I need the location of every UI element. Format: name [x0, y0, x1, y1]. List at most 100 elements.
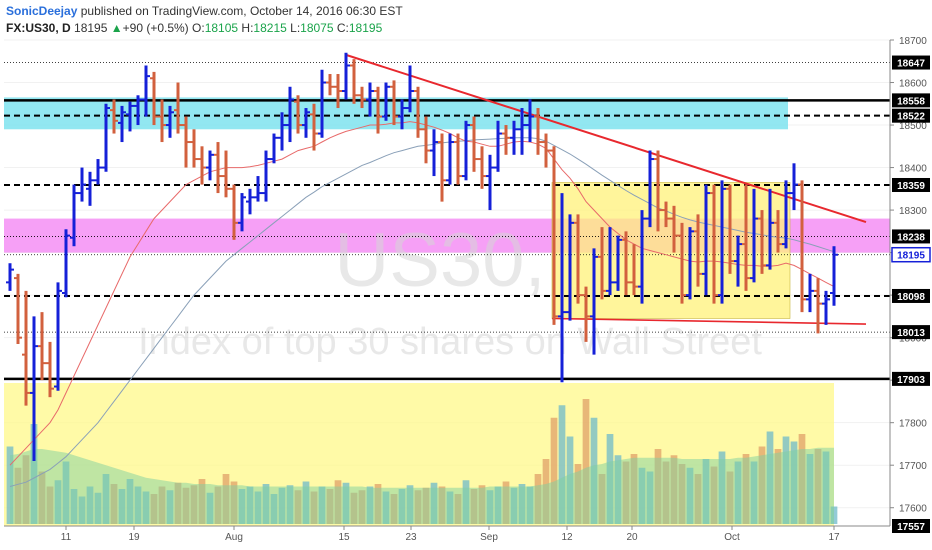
ohlc-bar[interactable] — [126, 101, 134, 132]
ohlc-bar[interactable] — [22, 290, 30, 406]
ohlc-bar[interactable] — [190, 129, 198, 168]
ohlc-bar[interactable] — [382, 82, 390, 121]
ohlc-bar[interactable] — [350, 59, 358, 104]
ohlc-bar[interactable] — [310, 103, 318, 151]
ohlc-bar[interactable] — [110, 99, 118, 134]
ohlc-bar[interactable] — [446, 133, 454, 185]
ohlc-bar[interactable] — [206, 150, 214, 181]
ohlc-bar[interactable] — [286, 86, 294, 143]
ohlc-bar[interactable] — [486, 154, 494, 211]
ohlc-bar[interactable] — [238, 193, 246, 232]
ohlc-bar[interactable] — [710, 184, 718, 304]
ohlc-bar[interactable] — [454, 133, 462, 185]
ohlc-bar[interactable] — [566, 214, 574, 321]
ohlc-bar[interactable] — [278, 112, 286, 151]
ohlc-bar[interactable] — [798, 180, 806, 313]
ohlc-bar[interactable] — [142, 65, 150, 117]
ohlc-bar[interactable] — [262, 150, 270, 202]
ohlc-bar[interactable] — [526, 99, 534, 143]
symbol-label[interactable]: FX:US30, D — [6, 21, 71, 35]
ohlc-bar[interactable] — [574, 214, 582, 304]
ohlc-bar[interactable] — [94, 159, 102, 185]
ohlc-bar[interactable] — [374, 86, 382, 134]
ohlc-bar[interactable] — [150, 71, 158, 126]
ohlc-bar[interactable] — [462, 120, 470, 181]
ohlc-bar[interactable] — [254, 176, 262, 202]
ohlc-bar[interactable] — [702, 184, 710, 296]
ohlc-bar[interactable] — [326, 74, 334, 96]
ohlc-bar[interactable] — [534, 108, 542, 155]
ohlc-bar[interactable] — [318, 69, 326, 138]
ohlc-bar[interactable] — [606, 227, 614, 296]
ohlc-bar[interactable] — [214, 142, 222, 194]
ohlc-bar[interactable] — [558, 193, 566, 383]
ohlc-bar[interactable] — [430, 129, 438, 177]
ohlc-bar[interactable] — [102, 103, 110, 172]
ohlc-bar[interactable] — [478, 146, 486, 189]
ohlc-bar[interactable] — [718, 180, 726, 304]
ohlc-bar[interactable] — [502, 125, 510, 155]
ohlc-bar[interactable] — [118, 105, 126, 143]
ohlc-bar[interactable] — [638, 210, 646, 304]
ohlc-bar[interactable] — [646, 150, 654, 228]
ohlc-bar[interactable] — [678, 222, 686, 304]
ohlc-bar[interactable] — [782, 180, 790, 249]
ohlc-bar[interactable] — [614, 235, 622, 291]
ohlc-bar[interactable] — [158, 99, 166, 143]
ohlc-bar[interactable] — [46, 341, 54, 398]
ohlc-bar[interactable] — [582, 286, 590, 342]
ohlc-bar[interactable] — [654, 150, 662, 232]
ohlc-bar[interactable] — [366, 82, 374, 117]
ohlc-bar[interactable] — [30, 316, 38, 461]
ohlc-bar[interactable] — [790, 163, 798, 211]
ohlc-bar[interactable] — [726, 184, 734, 274]
ohlc-bar[interactable] — [6, 263, 14, 291]
ohlc-bar[interactable] — [494, 120, 502, 172]
ohlc-bar[interactable] — [398, 99, 406, 130]
ohlc-bar[interactable] — [542, 133, 550, 168]
ohlc-bar[interactable] — [294, 95, 302, 134]
ohlc-bar[interactable] — [334, 74, 342, 109]
ohlc-bar[interactable] — [70, 184, 78, 247]
ohlc-bar[interactable] — [822, 290, 830, 325]
ohlc-bar[interactable] — [14, 273, 22, 345]
ohlc-bar[interactable] — [230, 184, 238, 240]
ohlc-bar[interactable] — [182, 116, 190, 168]
ohlc-bar[interactable] — [630, 244, 638, 296]
ohlc-bar[interactable] — [598, 227, 606, 300]
ohlc-bar[interactable] — [86, 171, 94, 206]
ohlc-bar[interactable] — [414, 86, 422, 138]
ohlc-bar[interactable] — [758, 210, 766, 274]
ohlc-bar[interactable] — [518, 108, 526, 155]
ohlc-bar[interactable] — [358, 86, 366, 109]
ohlc-bar[interactable] — [766, 188, 774, 270]
ohlc-bar[interactable] — [622, 231, 630, 296]
ohlc-bar[interactable] — [198, 146, 206, 185]
ohlc-bar[interactable] — [78, 167, 86, 202]
author-link[interactable]: SonicDeejay — [6, 4, 78, 18]
ohlc-bar[interactable] — [54, 282, 62, 391]
ohlc-bar[interactable] — [174, 82, 182, 134]
ohlc-bar[interactable] — [302, 108, 310, 138]
ohlc-bar[interactable] — [734, 235, 742, 287]
ohlc-bar[interactable] — [406, 65, 414, 113]
ohlc-bar[interactable] — [38, 312, 46, 381]
ohlc-bar[interactable] — [670, 205, 678, 253]
ohlc-bar[interactable] — [774, 210, 782, 253]
ohlc-bar[interactable] — [470, 116, 478, 172]
ohlc-bar[interactable] — [222, 150, 230, 198]
ohlc-bar[interactable] — [662, 201, 670, 228]
ohlc-bar[interactable] — [750, 188, 758, 283]
ohlc-bar[interactable] — [422, 116, 430, 164]
ohlc-bar[interactable] — [166, 105, 174, 138]
ohlc-bar[interactable] — [686, 227, 694, 300]
ohlc-bar[interactable] — [270, 133, 278, 164]
ohlc-bar[interactable] — [550, 146, 558, 325]
ohlc-bar[interactable] — [806, 273, 814, 313]
ohlc-bar[interactable] — [742, 184, 750, 291]
ohlc-bar[interactable] — [62, 229, 70, 298]
ohlc-bar[interactable] — [830, 246, 838, 306]
ohlc-bar[interactable] — [694, 214, 702, 287]
ohlc-bar[interactable] — [438, 133, 446, 202]
